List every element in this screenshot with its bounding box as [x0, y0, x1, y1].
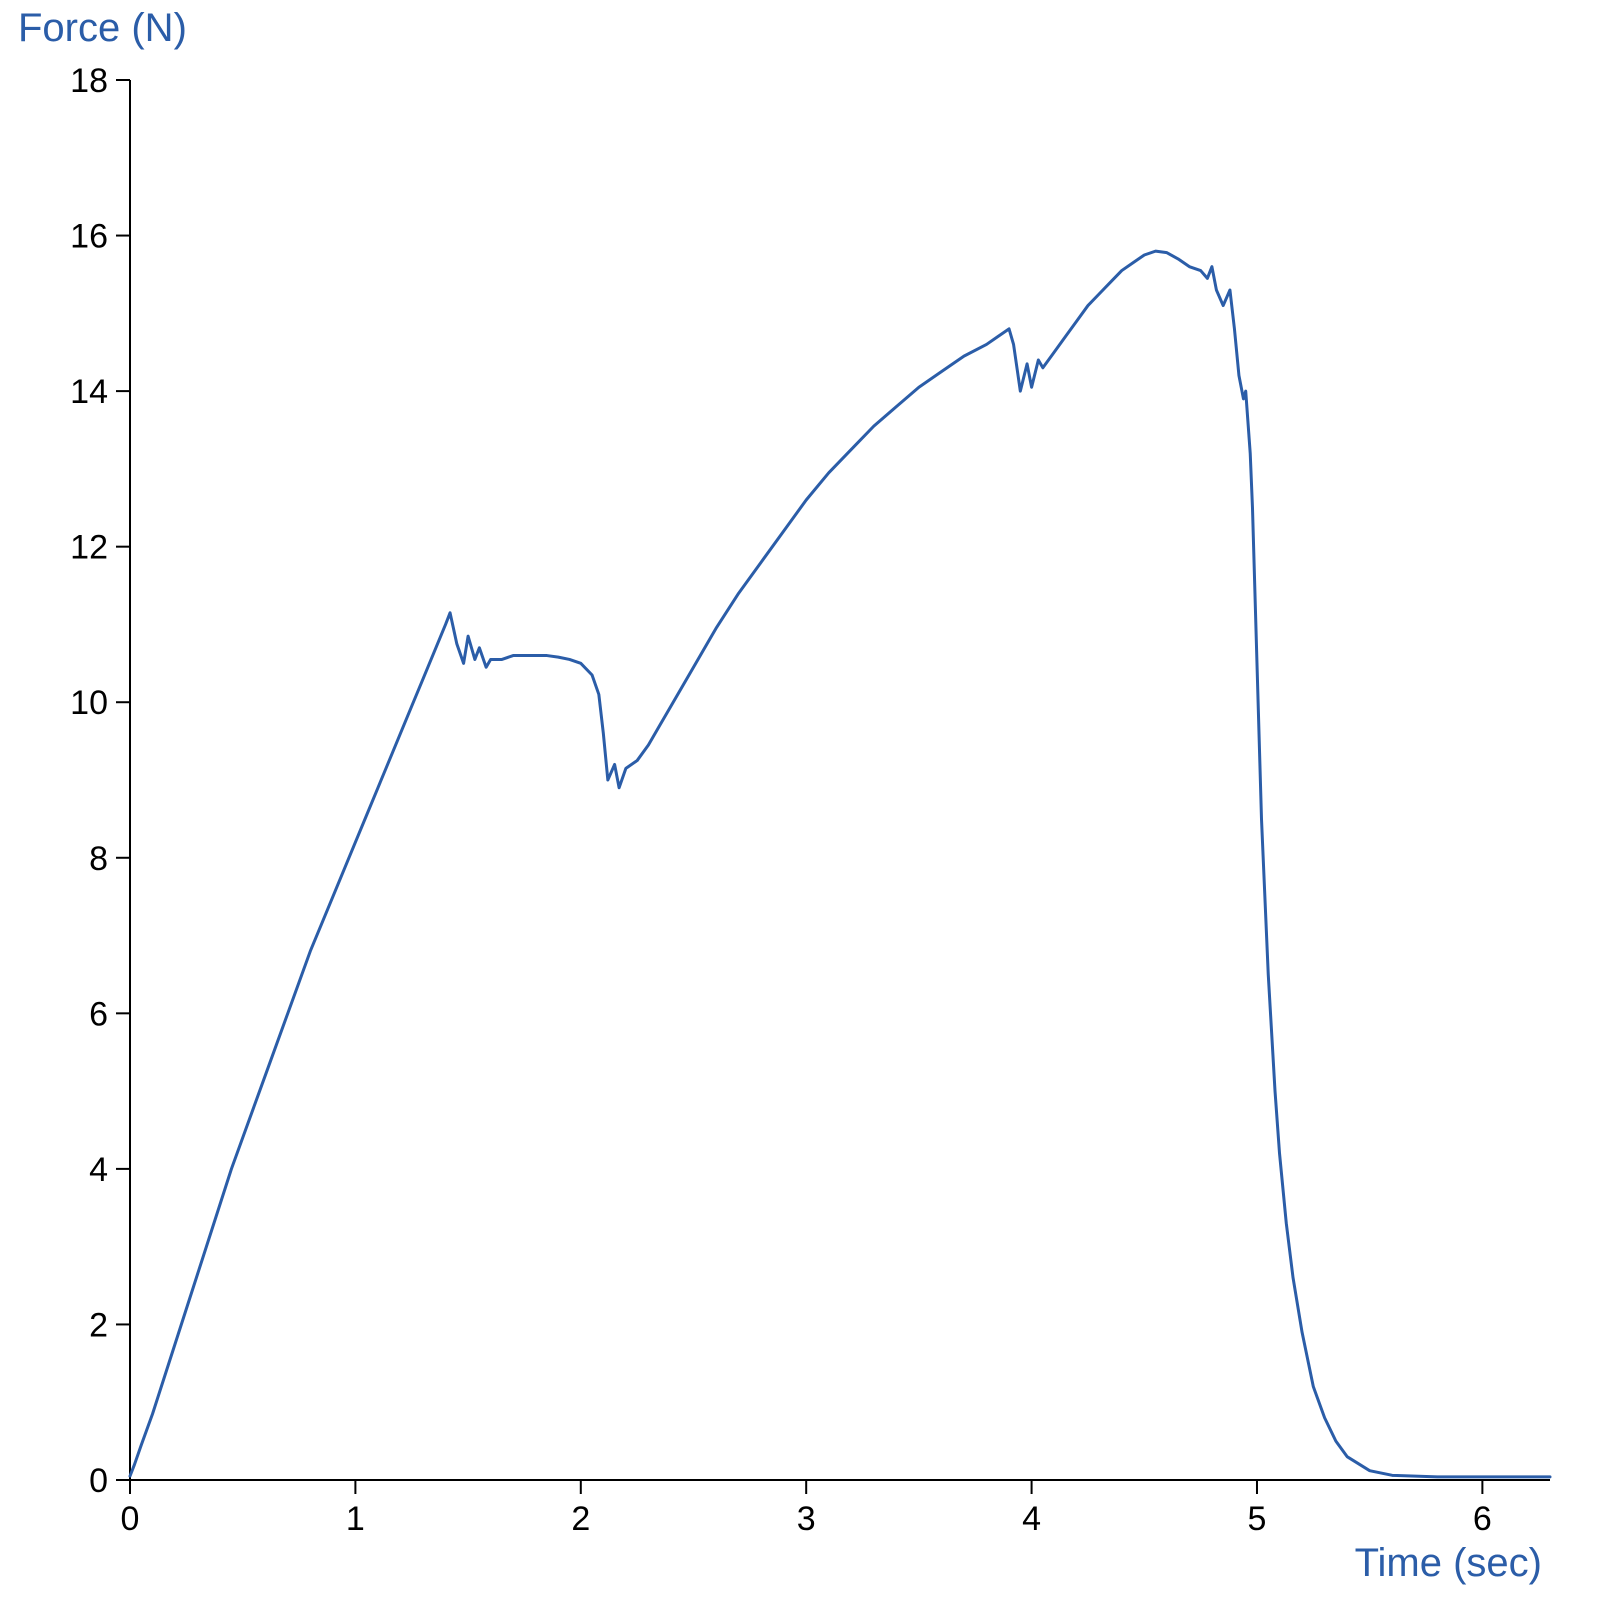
x-tick-label: 1 [346, 1500, 365, 1538]
x-tick-label: 0 [121, 1500, 140, 1538]
y-tick-label: 4 [89, 1151, 108, 1189]
y-tick-label: 6 [89, 995, 108, 1033]
force-series-line [130, 251, 1550, 1477]
x-tick-label: 3 [797, 1500, 816, 1538]
y-tick-label: 12 [70, 529, 108, 567]
x-tick-label: 6 [1473, 1500, 1492, 1538]
x-axis-title: Time (sec) [1355, 1541, 1542, 1586]
x-tick-label: 5 [1248, 1500, 1267, 1538]
chart-svg: 0246810121416180123456 [0, 0, 1600, 1600]
x-tick-label: 2 [571, 1500, 590, 1538]
y-tick-label: 18 [70, 62, 108, 100]
force-time-chart: Force (N) Time (sec) 0246810121416180123… [0, 0, 1600, 1600]
y-axis-title: Force (N) [18, 6, 187, 51]
y-tick-label: 0 [89, 1462, 108, 1500]
y-tick-label: 2 [89, 1306, 108, 1344]
y-tick-label: 14 [70, 373, 108, 411]
y-tick-label: 16 [70, 218, 108, 256]
y-tick-label: 8 [89, 840, 108, 878]
y-tick-label: 10 [70, 684, 108, 722]
x-tick-label: 4 [1022, 1500, 1041, 1538]
